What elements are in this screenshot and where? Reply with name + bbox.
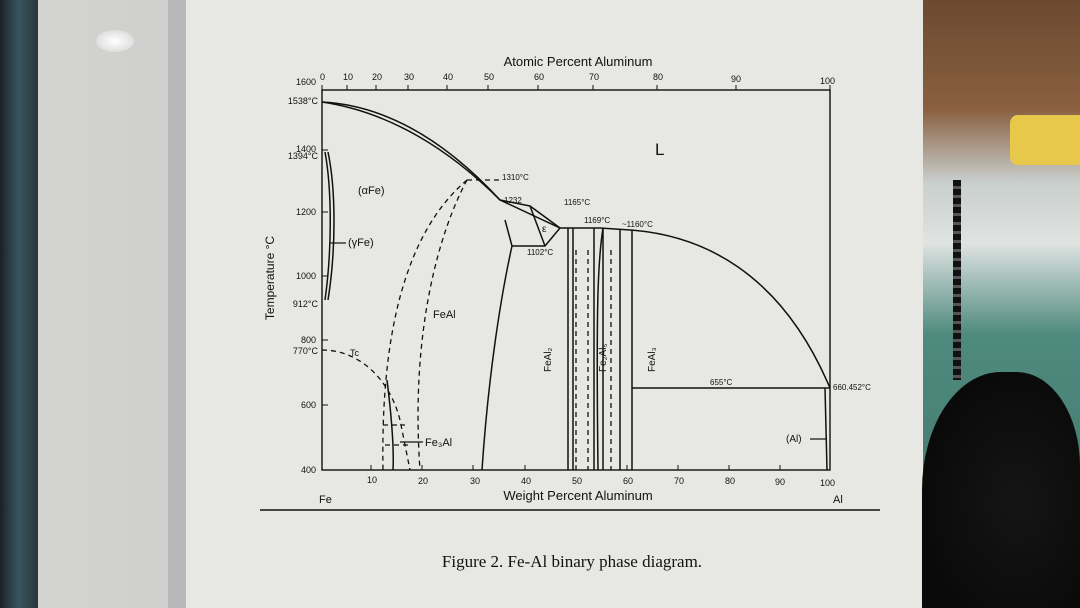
label-1160: ~1160°C [622,220,653,229]
top-tick: 30 [404,72,414,82]
label-feal: FeAl [433,309,456,321]
book-gutter [168,0,186,608]
bottom-tick: 50 [572,476,582,486]
label-al-phase: (Al) [786,434,802,445]
background-hanging-chair [922,372,1080,608]
y-tick: 1000 [296,271,316,281]
bottom-tick: 40 [521,476,531,486]
top-axis-title: Atomic Percent Aluminum [504,54,653,69]
y-special: 770°C [293,346,319,356]
label-1310: 1310°C [502,173,529,182]
y-tick-labels: 1600 1400 1200 1000 800 600 400 1538°C 1… [288,77,319,475]
label-660: 660.452°C [833,383,871,392]
top-tick-labels: 0 10 20 30 40 50 60 70 80 90 100 [320,72,835,86]
element-fe: Fe [319,494,332,506]
y-special: 912°C [293,299,319,309]
background-paper-strip [38,0,168,608]
label-gamma-fe: (γFe) [348,237,374,249]
phase-boundaries [321,101,831,471]
label-655: 655°C [710,378,733,387]
y-special: 1394°C [288,151,319,161]
background-cushion [1010,115,1080,165]
label-alpha-fe: (αFe) [358,185,385,197]
liquidus-line [321,101,831,389]
top-tick: 0 [320,72,325,82]
bottom-tick: 80 [725,476,735,486]
label-1232: 1232 [504,196,522,205]
y-tick: 600 [301,400,316,410]
bottom-tick: 10 [367,475,377,485]
top-tick: 20 [372,72,382,82]
label-fe3al: Fe₃Al [425,437,452,449]
label-1165: 1165°C [564,198,590,207]
light-glare [96,30,134,52]
top-tick: 100 [820,76,835,86]
y-tick: 800 [301,335,316,345]
label-1102: 1102°C [527,248,553,257]
label-1169: 1169°C [584,216,610,225]
background-chain [953,180,961,380]
y-axis-title: Temperature °C [263,236,277,320]
bottom-tick: 60 [623,476,633,486]
label-feal2: FeAl₂ [543,347,554,372]
bottom-tick: 90 [775,477,785,487]
bottom-tick: 30 [470,476,480,486]
label-feal3: FeAl₃ [647,347,658,372]
bottom-tick-labels: 10 20 30 40 50 60 70 80 90 100 [367,475,835,488]
background-left-edge [0,0,38,608]
solidus-line [321,101,501,201]
y-tick: 1600 [296,77,316,87]
bottom-tick: 20 [418,476,428,486]
top-tick: 70 [589,72,599,82]
gamma-loop [324,151,331,301]
top-tick: 40 [443,72,453,82]
element-al: Al [833,494,843,506]
y-tick: 1200 [296,207,316,217]
top-tick: 60 [534,72,544,82]
label-liquid: L [655,140,664,159]
dashed-boundaries [321,179,612,471]
y-special: 1538°C [288,96,319,106]
top-tick: 50 [484,72,494,82]
bottom-axis-title: Weight Percent Aluminum [503,488,652,503]
top-tick: 80 [653,72,663,82]
top-tick: 90 [731,74,741,84]
book-page [186,0,923,608]
bottom-tick: 100 [820,478,835,488]
bottom-tick: 70 [674,476,684,486]
label-tc: Tc [350,348,360,358]
label-fe2al5: Fe₂Al₅ [598,344,609,372]
figure-caption: Figure 2. Fe-Al binary phase diagram. [441,552,703,571]
top-tick: 10 [343,72,353,82]
y-tick: 400 [301,465,316,475]
label-epsilon: ε [542,224,547,235]
y-tick: 1400 [296,144,316,154]
